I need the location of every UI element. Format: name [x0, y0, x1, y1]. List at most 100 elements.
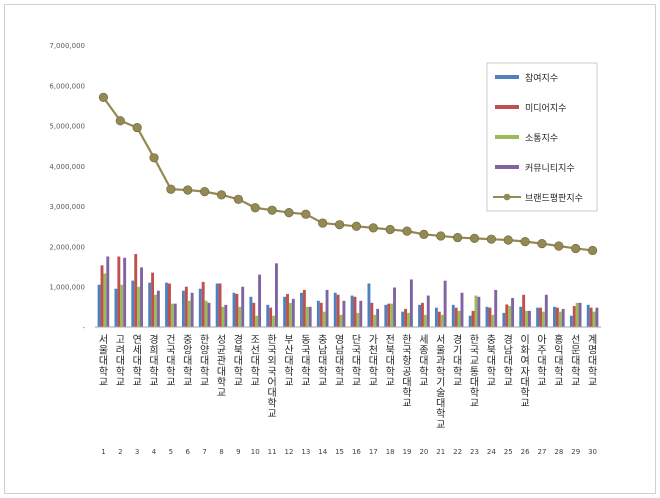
category-char: 어: [267, 376, 276, 388]
category-char: 대: [149, 355, 158, 367]
category-char: 대: [234, 355, 243, 367]
line-marker-30: [587, 245, 598, 256]
bar-4-28: [561, 308, 565, 327]
bar-2-14: [319, 302, 323, 327]
legend-swatch-4: [495, 165, 519, 169]
category-char: 학: [251, 366, 260, 378]
bar-3-7: [204, 300, 208, 327]
category-char: 이: [520, 334, 529, 346]
y-tick-label: 4,000,000: [49, 163, 85, 171]
bar-1-6: [181, 290, 185, 327]
bar-1-16: [350, 295, 354, 327]
bar-4-26: [528, 310, 531, 327]
bar-1-13: [300, 292, 303, 327]
bar-3-8: [221, 306, 225, 327]
bar-2-8: [218, 283, 222, 327]
bar-2-5: [168, 283, 171, 327]
bar-2-4: [151, 272, 155, 327]
rank-label-7: 7: [202, 448, 206, 456]
category-char: 학: [588, 366, 597, 378]
bar-2-24: [488, 307, 492, 327]
bar-1-22: [451, 304, 455, 327]
line-marker-28: [554, 241, 564, 251]
bar-2-7: [201, 281, 205, 327]
bar-2-19: [404, 308, 408, 327]
bar-4-22: [460, 292, 464, 327]
bar-1-2: [114, 288, 118, 327]
category-char: 가: [369, 334, 378, 346]
bar-1-24: [485, 306, 489, 327]
category-char: 북: [487, 345, 496, 357]
category-char: 대: [571, 355, 580, 367]
bar-4-11: [275, 263, 278, 327]
x-axis: 서 울 대 학 교1고 려 대 학 교2연 세 대 학 교3경 희 대 학 교4건 국 대 학 교5중 앙 대 학 교6한 양 대 학…: [95, 326, 601, 456]
category-char: 대: [217, 366, 226, 378]
category-char: 교: [301, 377, 310, 388]
rank-label-30: 30: [588, 448, 597, 456]
category-char: 대: [554, 355, 563, 367]
category-char: 익: [554, 345, 563, 357]
category-char: 술: [436, 387, 445, 399]
bar-2-3: [134, 254, 138, 327]
category-char: 국: [267, 345, 276, 357]
category-char: 항: [402, 355, 411, 367]
category-char: 대: [251, 355, 260, 367]
bar-2-29: [572, 306, 576, 327]
category-char: 문: [571, 345, 580, 357]
line-marker-26: [520, 236, 530, 247]
category-char: 대: [504, 355, 513, 367]
bar-4-4: [156, 290, 160, 327]
category-char: 대: [318, 355, 327, 367]
category-char: 국: [470, 345, 479, 357]
category-char: 대: [436, 398, 445, 410]
rank-label-5: 5: [169, 448, 173, 456]
category-char: 국: [267, 366, 276, 378]
category-char: 학: [116, 366, 125, 378]
rank-label-8: 8: [219, 448, 223, 456]
bar-3-5: [170, 303, 174, 327]
y-tick-label: 2,000,000: [49, 243, 85, 251]
rank-label-17: 17: [369, 448, 378, 456]
category-char: 아: [537, 334, 546, 346]
bar-3-19: [407, 312, 410, 327]
category-char: 대: [588, 355, 597, 367]
category-char: 기: [436, 376, 445, 388]
legend-swatch-1: [495, 75, 519, 79]
category-char: 고: [116, 335, 125, 346]
bar-3-9: [238, 306, 242, 327]
bar-2-12: [286, 293, 289, 327]
category-char: 한: [402, 334, 411, 346]
category-char: 교: [352, 377, 361, 388]
bar-2-21: [437, 311, 441, 327]
category-char: 세: [419, 334, 428, 346]
category-char: 학: [352, 366, 361, 378]
bar-3-16: [356, 312, 360, 327]
category-char: 대: [453, 355, 462, 367]
category-char: 학: [369, 366, 378, 378]
line-marker-1: [98, 92, 109, 102]
bar-4-13: [308, 306, 312, 327]
category-char: 학: [386, 366, 395, 378]
legend-swatch-3: [495, 135, 519, 139]
line-marker-15: [334, 220, 345, 230]
category-char: 대: [402, 376, 411, 388]
category-char: 대: [200, 355, 209, 367]
category-char: 학: [520, 387, 529, 399]
bar-3-21: [440, 314, 444, 327]
line-marker-23: [469, 233, 480, 243]
category-char: 경: [504, 333, 513, 346]
category-char: 교: [335, 377, 344, 388]
legend-label-3: 소통지수: [525, 133, 558, 144]
bar-3-12: [288, 302, 292, 327]
line-marker-7: [200, 187, 210, 197]
category-char: 교: [133, 377, 142, 388]
bar-1-23: [468, 315, 472, 327]
bar-1-20: [418, 304, 421, 327]
category-char: 대: [487, 355, 496, 367]
